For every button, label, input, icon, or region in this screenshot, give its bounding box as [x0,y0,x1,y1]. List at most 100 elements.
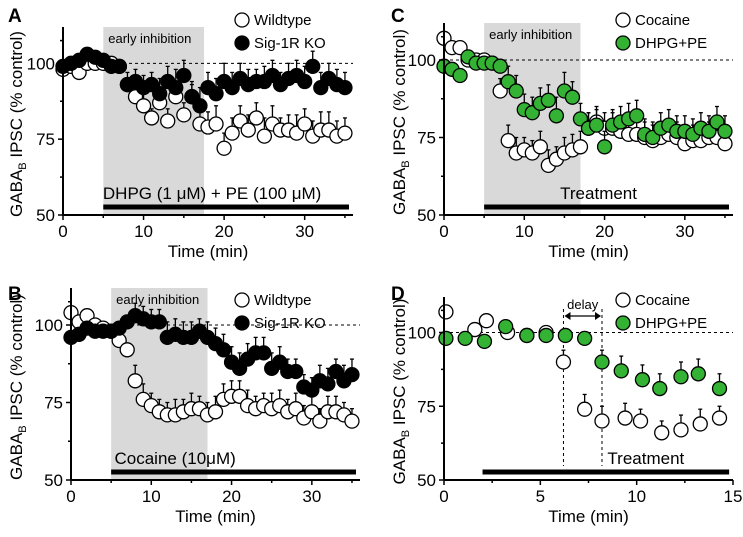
legend-label: Wildtype [254,292,312,309]
data-point [476,333,493,350]
data-point [176,107,192,123]
data-point [337,79,353,96]
panel-a: early inhibition DHPG (1 μM) + PE (100 μM… [7,6,353,261]
y-tick-label: 50 [417,471,436,490]
series-dhpg-pe [436,49,733,155]
data-point [498,318,514,335]
data-point [594,413,610,429]
data-point [508,83,524,99]
x-tick-label: 15 [724,487,743,506]
data-point [297,116,313,132]
y-tick-label: 100 [35,316,63,335]
data-point [320,376,336,392]
data-point [467,321,483,338]
data-point [176,67,192,84]
data-point [613,363,629,379]
legend: Cocaine DHPG+PE [615,12,707,52]
data-point [500,132,516,149]
data-point [305,58,321,75]
delay-label: delay [567,297,599,312]
treatment-bar [484,204,729,210]
y-tick-label: 50 [44,471,63,490]
series-sig-1r-ko [63,302,360,398]
data-point [207,404,224,420]
y-axis-label: GABAB IPSC (% control) [390,299,412,485]
panel-letter: A [8,6,22,27]
data-point [519,327,535,344]
series-cocaine [438,304,728,441]
delay-arrowhead-left [564,312,571,320]
x-axis-label: Time (min) [168,242,249,261]
shaded-region-label: early inhibition [489,27,572,42]
data-point [438,330,454,347]
legend-label: Cocaine [635,12,690,29]
data-point [572,139,589,155]
data-point [478,313,495,329]
y-tick-label: 100 [408,51,436,70]
data-point [632,413,649,429]
legend: Cocaine DHPG+PE [615,292,707,332]
data-point [673,369,689,385]
data-point [127,373,143,389]
data-point [111,58,128,75]
x-axis-label: Time (min) [175,507,256,526]
data-point [344,413,360,429]
data-point [492,58,508,74]
panel-d: delay Treatment 50 75 100 0 5 10 15 Time (min) GAB… [390,284,742,526]
x-axis-label: Time (min) [548,507,629,526]
data-point [288,363,304,380]
x-axis-label: Time (min) [548,242,629,261]
treatment-bar-label: Cocaine (10μM) [114,449,235,468]
x-tick-label: 5 [536,487,545,506]
data-point [152,86,168,102]
data-point [248,110,264,126]
legend-label: Wildtype [254,12,312,29]
data-point [532,139,548,155]
x-tick-label: 10 [627,487,646,506]
data-point [135,98,152,114]
data-point [654,425,670,441]
delay-arrowhead-right [594,312,601,320]
legend-marker [615,35,631,51]
series-dhpg-pe [438,318,728,397]
data-point [564,89,581,105]
data-point [337,125,353,141]
data-point [557,327,574,344]
legend-marker [615,12,631,28]
y-tick-label: 100 [408,324,436,343]
data-point [576,401,593,417]
data-point [690,366,706,382]
data-point [215,342,232,358]
legend-label: DHPG+PE [635,35,707,52]
data-point [555,354,572,370]
data-point [673,422,689,438]
x-tick-label: 10 [142,487,161,506]
data-point [457,330,473,347]
data-point [192,98,208,114]
legend-marker [234,12,250,28]
data-point [208,116,224,132]
x-tick-label: 20 [215,222,234,241]
treatment-bar [111,469,356,475]
y-tick-label: 75 [417,397,436,416]
x-tick-label: 0 [439,222,448,241]
data-point [692,416,708,432]
data-point [634,372,651,388]
x-tick-label: 10 [515,222,534,241]
y-tick-label: 50 [36,206,55,225]
data-point [548,108,565,124]
data-point [240,122,256,138]
x-tick-label: 0 [66,487,75,506]
legend-label: Sig-1R KO [254,315,326,332]
data-point [629,108,645,124]
y-tick-label: 75 [417,129,436,148]
y-axis-label: GABAB IPSC (% control) [7,31,29,217]
treatment-bar-label: DHPG (1 μM) + PE (100 μM) [103,184,321,203]
data-point [576,330,593,347]
data-point [717,123,733,139]
data-point [143,110,160,126]
data-point [297,73,313,90]
shaded-region-label: early inhibition [108,31,191,46]
data-point [168,79,184,96]
legend-label: DHPG+PE [635,315,707,332]
